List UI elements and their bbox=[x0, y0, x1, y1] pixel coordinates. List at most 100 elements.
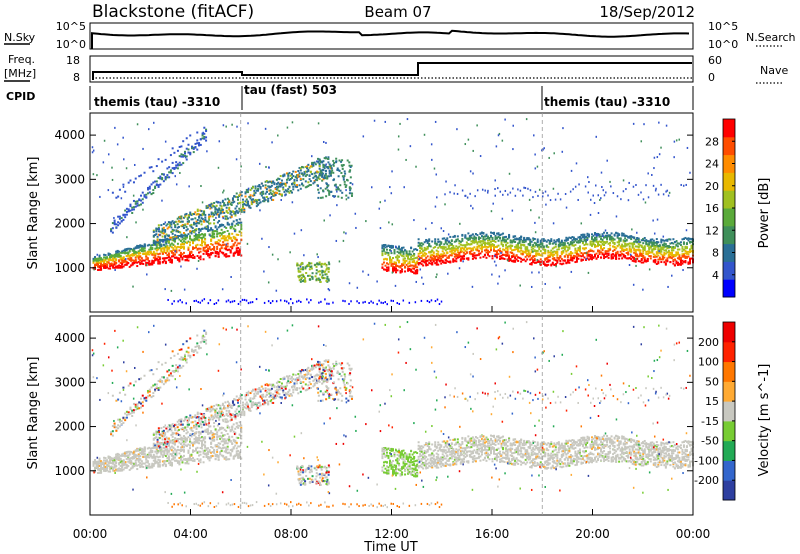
velocity-cell bbox=[101, 461, 104, 464]
power-cell bbox=[687, 262, 690, 265]
power-cell bbox=[184, 233, 187, 236]
power-cell bbox=[532, 237, 535, 240]
power-cell bbox=[288, 171, 291, 174]
power-cell bbox=[542, 248, 545, 251]
power-cell bbox=[395, 256, 398, 259]
power-cell bbox=[320, 276, 323, 279]
power-cell bbox=[185, 302, 187, 305]
velocity-cell bbox=[106, 464, 109, 467]
power-cell bbox=[613, 233, 616, 236]
power-cell bbox=[682, 184, 685, 187]
power-cell bbox=[450, 252, 453, 255]
power-cell bbox=[646, 243, 649, 246]
colorbar-tick-label: 16 bbox=[705, 202, 719, 215]
power-cell bbox=[128, 247, 131, 250]
power-cell bbox=[536, 252, 539, 255]
power-cell bbox=[500, 239, 503, 242]
power-cell bbox=[194, 217, 197, 220]
power-cell bbox=[621, 244, 624, 247]
velocity-cell bbox=[98, 457, 101, 460]
power-cell bbox=[494, 194, 497, 197]
power-cell bbox=[236, 125, 238, 128]
power-cell bbox=[660, 258, 663, 261]
power-cell bbox=[106, 257, 109, 260]
power-cell bbox=[556, 239, 559, 242]
power-cell bbox=[493, 246, 496, 249]
power-cell bbox=[514, 257, 517, 260]
power-cell bbox=[318, 301, 320, 304]
power-cell bbox=[682, 255, 685, 258]
power-cell bbox=[277, 258, 279, 261]
power-cell bbox=[395, 267, 398, 270]
power-cell bbox=[118, 215, 121, 218]
power-cell bbox=[467, 257, 470, 260]
power-cell bbox=[124, 251, 127, 254]
power-cell bbox=[317, 176, 320, 179]
power-cell bbox=[109, 265, 112, 268]
power-cell bbox=[541, 195, 544, 198]
power-cell bbox=[148, 253, 151, 256]
power-cell bbox=[381, 246, 384, 249]
power-cell bbox=[539, 254, 542, 257]
velocity-cell bbox=[121, 462, 124, 465]
power-cell bbox=[429, 256, 432, 259]
power-cell bbox=[640, 258, 643, 261]
power-cell bbox=[538, 253, 541, 256]
power-cell bbox=[577, 249, 580, 252]
power-cell bbox=[402, 263, 405, 266]
power-cell bbox=[104, 256, 107, 259]
power-cell bbox=[534, 153, 536, 156]
power-cell bbox=[237, 233, 240, 236]
velocity-cell bbox=[100, 463, 103, 466]
power-cell bbox=[470, 240, 473, 243]
power-cell bbox=[107, 153, 110, 156]
power-cell bbox=[179, 245, 182, 248]
power-cell bbox=[663, 261, 666, 264]
power-cell bbox=[480, 250, 483, 253]
power-cell bbox=[294, 176, 297, 179]
velocity-cell bbox=[109, 470, 112, 473]
power-cell bbox=[269, 189, 272, 192]
power-cell bbox=[571, 241, 574, 244]
power-cell bbox=[601, 252, 604, 255]
power-cell bbox=[113, 266, 116, 269]
power-cell bbox=[100, 268, 103, 271]
power-cell bbox=[490, 210, 493, 213]
power-cell bbox=[603, 241, 606, 244]
power-cell bbox=[188, 244, 191, 247]
power-cell bbox=[640, 239, 643, 242]
power-cell bbox=[172, 247, 175, 250]
power-cell bbox=[607, 248, 610, 251]
power-cell bbox=[220, 237, 223, 240]
power-cell bbox=[116, 249, 119, 252]
power-cell bbox=[200, 214, 203, 217]
power-cell bbox=[143, 247, 146, 250]
power-cell bbox=[435, 173, 438, 176]
power-cell bbox=[473, 256, 476, 259]
power-cell bbox=[182, 237, 185, 240]
power-cell bbox=[162, 232, 165, 235]
power-cell bbox=[327, 161, 330, 164]
power-cell bbox=[323, 263, 326, 266]
power-cell bbox=[595, 184, 597, 187]
power-cell bbox=[206, 150, 208, 153]
power-cell bbox=[675, 139, 678, 142]
power-cell bbox=[485, 245, 488, 248]
power-cell bbox=[186, 218, 189, 221]
power-cell bbox=[214, 212, 217, 215]
power-cell bbox=[318, 167, 321, 170]
power-cell bbox=[166, 248, 169, 251]
power-cell bbox=[107, 261, 110, 264]
power-cell bbox=[211, 248, 214, 251]
power-cell bbox=[592, 194, 594, 197]
power-cell bbox=[265, 165, 267, 168]
power-cell bbox=[250, 187, 253, 190]
power-cell bbox=[429, 254, 432, 257]
power-cell bbox=[183, 152, 186, 155]
power-cell bbox=[328, 289, 331, 292]
power-cell bbox=[354, 212, 357, 215]
power-cell bbox=[238, 230, 241, 233]
power-cell bbox=[529, 242, 532, 245]
power-cell bbox=[624, 255, 627, 258]
power-cell bbox=[642, 254, 645, 257]
